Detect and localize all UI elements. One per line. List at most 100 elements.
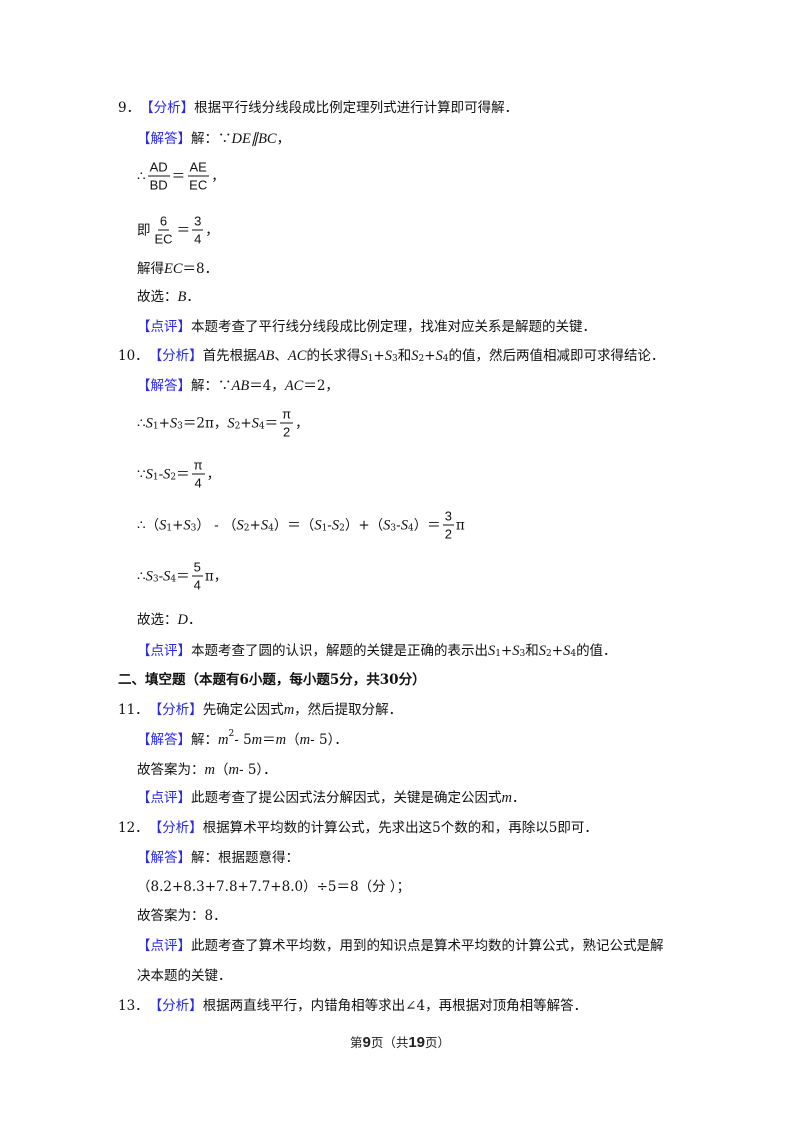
text-segment: S <box>435 348 443 364</box>
text-segment: - 5 <box>234 732 252 748</box>
text-line: 10． 【分析】 首先根据 AB、 AC 的长求得 S 1 + S 3 和 S 2 + S 4 的值，然后两值相减… <box>118 346 665 366</box>
text-line: 解得 EC ＝8． <box>137 259 218 279</box>
text-segment: 和 <box>525 643 539 659</box>
text-segment: 4 <box>258 421 265 431</box>
text-segment: AC <box>284 378 304 394</box>
text-segment: + <box>240 415 252 431</box>
text-segment: + <box>249 517 261 533</box>
text-segment: S <box>236 517 244 533</box>
text-segment: 解：∵ <box>191 378 232 394</box>
text-segment: 1 <box>321 523 328 533</box>
text-segment: 此题考查了提公因式法分解因式，关键是确定公因式 <box>191 790 502 806</box>
text-segment: 解得 <box>137 261 164 277</box>
text-segment: 本题考查了圆的认识，解题的关键是正确的表示出 <box>191 643 488 659</box>
text-segment: （ <box>214 762 229 778</box>
text-segment: S <box>159 517 167 533</box>
footer-middle: 页（共 <box>370 1035 409 1050</box>
text-segment: S <box>145 466 153 482</box>
text-segment: 11． <box>118 702 149 718</box>
text-segment: 2 <box>234 421 241 431</box>
text-segment: 2 <box>228 729 235 739</box>
text-segment: S <box>163 568 171 584</box>
fraction-numerator: 3 <box>442 508 454 526</box>
text-segment: S <box>145 568 153 584</box>
text-segment: 1 <box>495 649 501 659</box>
text-segment: 根据平行线分线段成比例定理列式进行计算即可得解． <box>194 100 519 116</box>
text-line: 【解答】 解：∵ DE∥BC， <box>137 129 290 149</box>
text-segment: S <box>383 517 391 533</box>
text-segment: S <box>411 348 419 364</box>
text-segment: ＝8． <box>182 261 219 277</box>
fraction-numerator: π <box>280 406 294 424</box>
text-segment: + <box>158 415 170 431</box>
text-segment: ＝4， <box>249 378 285 394</box>
text-segment: ） - （ <box>196 517 237 533</box>
text-line: 【解答】 解：根据题意得： <box>137 848 299 868</box>
text-segment: 根据算术平均数的计算公式，先求出这5个数的和，再除以5即可． <box>202 820 598 836</box>
text-segment: S <box>400 517 408 533</box>
fraction-denominator: 4 <box>194 475 202 491</box>
fraction: 6 EC <box>153 213 175 248</box>
text-line: ∴ S 1 + S 3 ＝2π， S 2 + S 4 ＝ π 2， <box>137 406 309 441</box>
text-segment: m <box>275 732 287 748</box>
text-segment: 解：∵ <box>191 131 232 147</box>
text-segment: m <box>218 732 229 748</box>
text-segment: - 5）． <box>238 762 277 778</box>
text-line: 12． 【分析】 根据算术平均数的计算公式，先求出这5个数的和，再除以5即可． <box>118 818 598 838</box>
text-segment: 2 <box>546 649 552 659</box>
fraction-denominator: EC <box>189 177 208 193</box>
text-segment: S <box>488 643 496 659</box>
text-segment: 12． <box>118 820 149 836</box>
text-segment: AC <box>287 348 307 364</box>
section-tag: 【解答】 <box>137 131 191 147</box>
section-tag: 【分析】 <box>140 100 195 116</box>
fraction-numerator: π <box>191 457 205 475</box>
text-segment: ＝2， <box>303 378 339 394</box>
text-segment: 根据两直线平行，内错角相等求出∠4，再根据对顶角相等解答． <box>202 998 588 1014</box>
fraction: AD BD <box>147 159 170 194</box>
text-segment: 3 <box>519 649 526 659</box>
fraction: AE EC <box>187 159 209 194</box>
text-segment: 1 <box>152 472 159 482</box>
section-tag: 【解答】 <box>137 850 191 866</box>
text-segment: ∵ <box>137 466 146 482</box>
text-line: 二、填空题（本题有6小题，每小题5分，共30分） <box>118 670 426 690</box>
text-segment: S <box>251 415 259 431</box>
text-segment: S <box>227 415 235 431</box>
text-segment: 此题考查了算术平均数，用到的知识点是算术平均数的计算公式，熟记公式是解 <box>191 938 664 954</box>
text-segment: S <box>163 466 171 482</box>
text-line: ∴（ S 1 + S 3） - （S 2 + S 4 ）＝（ S 1 - S 2 ）+（ S 3 - S 4 ）＝ 3… <box>137 508 465 543</box>
text-segment: 本题考查了平行线分线段成比例定理，找准对应关系是解题的关键． <box>191 319 596 335</box>
text-segment: 1 <box>367 354 374 364</box>
fraction-denominator: 2 <box>283 424 291 440</box>
text-line: ∴ AD BD ＝ AE EC， <box>137 159 225 194</box>
text-segment: + <box>172 517 184 533</box>
text-segment: 2 <box>418 354 425 364</box>
text-line: 故答案为：8． <box>137 906 227 926</box>
section-tag: 【点评】 <box>137 319 191 335</box>
text-segment: 即 <box>137 222 151 238</box>
section-tag: 【点评】 <box>137 938 191 954</box>
text-segment: 3 <box>190 523 197 533</box>
section-tag: 【点评】 <box>137 643 191 659</box>
section-tag: 【分析】 <box>148 348 203 364</box>
text-segment: - <box>396 517 401 533</box>
text-segment: AB <box>256 348 275 364</box>
text-segment: - <box>158 466 164 482</box>
footer-total-pages: 19 <box>408 1034 426 1051</box>
fraction-numerator: AD <box>147 159 170 177</box>
text-segment: 3 <box>390 523 397 533</box>
text-segment: ， <box>205 222 219 238</box>
fraction-denominator: 4 <box>193 577 201 593</box>
text-segment: m <box>283 702 295 718</box>
text-segment: ＝ <box>176 568 190 584</box>
text-segment: （ <box>286 732 300 748</box>
text-segment: 4 <box>170 574 177 584</box>
text-segment: 的值． <box>576 643 617 659</box>
text-segment: 的长求得 <box>306 348 361 364</box>
text-segment: ， <box>206 466 221 482</box>
text-segment: m <box>204 762 215 778</box>
